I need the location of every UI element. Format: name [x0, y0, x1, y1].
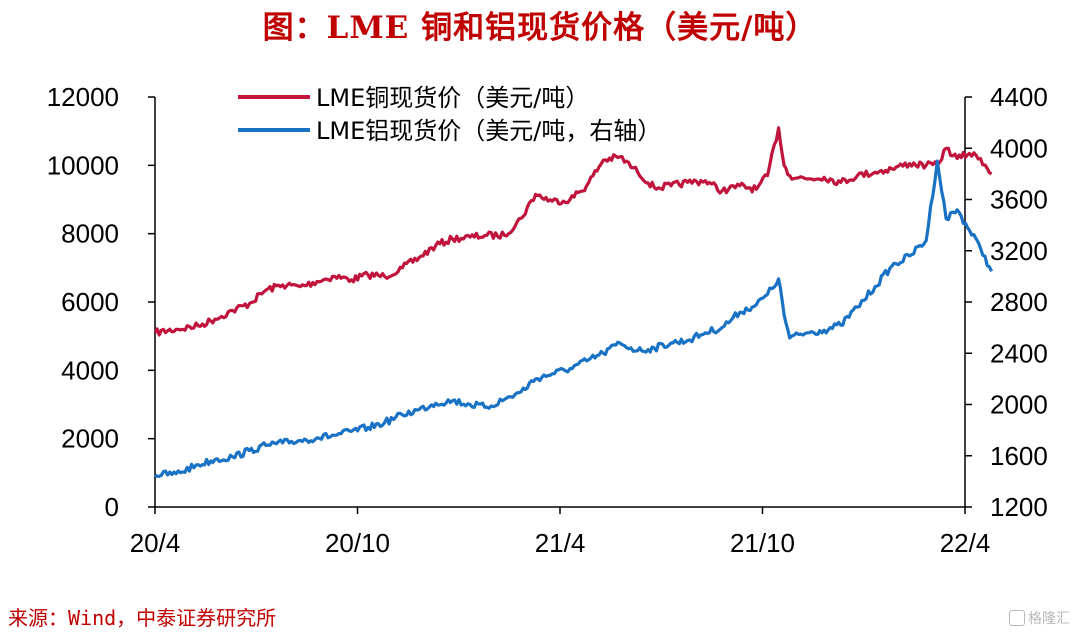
aluminium-price-line	[154, 159, 994, 478]
source-note: 来源：Wind，中泰证券研究所	[8, 606, 277, 630]
y-left-tick-label: 12000	[47, 82, 119, 112]
x-tick-label: 21/10	[730, 528, 795, 558]
y-right-tick-label: 3600	[990, 185, 1048, 215]
axes: 0 2000 4000 6000 8000 10000 12000 1200 1600 2000 2…	[47, 82, 1048, 558]
x-tick-label: 20/4	[130, 528, 181, 558]
legend: LME铜现货价（美元/吨） LME铝现货价（美元/吨，右轴）	[238, 84, 661, 145]
x-tick-label: 22/4	[940, 528, 991, 558]
y-left-tick-label: 0	[105, 492, 119, 522]
chart-area: 0 2000 4000 6000 8000 10000 12000 1200 1600 2000 2…	[47, 82, 1048, 558]
watermark: 格隆汇	[1009, 608, 1070, 628]
y-left-tick-label: 10000	[47, 150, 119, 180]
y-left-tick-label: 4000	[61, 355, 119, 385]
y-right-tick-label: 4000	[990, 133, 1048, 163]
y-left-tick-label: 6000	[61, 287, 119, 317]
watermark-text: 格隆汇	[1028, 611, 1070, 627]
y-right-tick-label: 3200	[990, 236, 1048, 266]
x-tick-label: 20/10	[325, 528, 390, 558]
watermark-logo-icon	[1009, 610, 1025, 626]
legend-label: LME铝现货价（美元/吨，右轴）	[316, 117, 661, 145]
y-right-tick-label: 4400	[990, 82, 1048, 112]
y-right-tick-label: 2800	[990, 287, 1048, 317]
y-right-tick-label: 1600	[990, 441, 1048, 471]
chart-title: 图：LME 铜和铝现货价格（美元/吨）	[262, 10, 818, 46]
y-left-tick-label: 2000	[61, 424, 119, 454]
copper-price-line	[153, 126, 993, 337]
y-right-tick-label: 1200	[990, 492, 1048, 522]
series-layer	[153, 126, 994, 478]
legend-label: LME铜现货价（美元/吨）	[316, 84, 589, 112]
x-tick-label: 21/4	[535, 528, 586, 558]
y-left-tick-label: 8000	[61, 219, 119, 249]
y-right-tick-label: 2000	[990, 390, 1048, 420]
y-right-tick-label: 2400	[990, 338, 1048, 368]
